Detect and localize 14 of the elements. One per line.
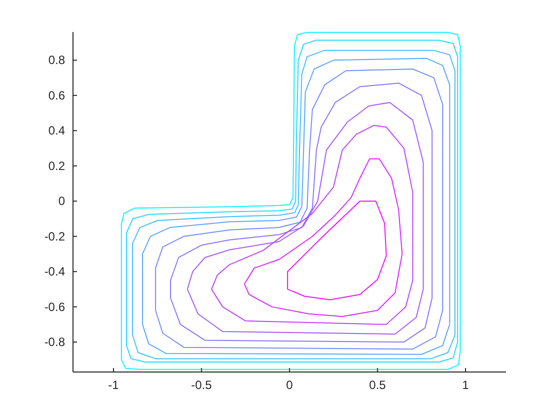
y-tick-label: 0.8 — [48, 53, 66, 68]
y-tick-label: -0.2 — [44, 229, 66, 244]
y-tick-label: -0.6 — [44, 300, 66, 314]
x-tick-label: 1 — [462, 378, 470, 392]
x-tick-label: -0.5 — [191, 378, 212, 392]
x-tick-label: -1 — [108, 378, 120, 392]
y-tick-label: 0.4 — [48, 124, 66, 138]
x-tick-label: 0.5 — [369, 378, 386, 392]
y-tick-label: -0.8 — [44, 335, 66, 350]
x-tick-label: 0 — [286, 378, 294, 392]
y-tick-label: 0 — [58, 194, 66, 208]
y-tick-label: 0.2 — [48, 158, 66, 173]
y-tick-label: 0.6 — [48, 88, 66, 102]
y-tick-label: -0.4 — [44, 264, 66, 279]
